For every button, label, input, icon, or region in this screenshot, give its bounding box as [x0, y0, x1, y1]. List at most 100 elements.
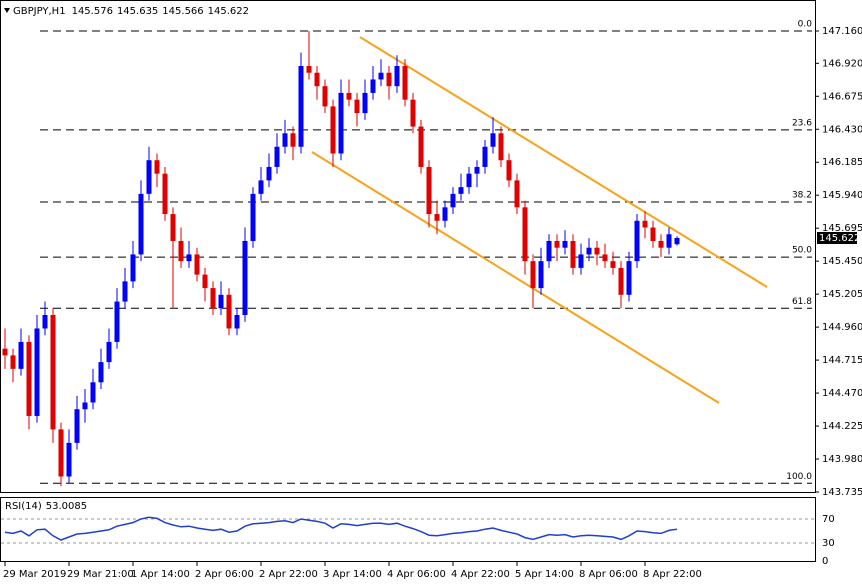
y-tick-label: 145.695 — [822, 223, 862, 234]
candle-body — [138, 193, 144, 255]
candle-body — [562, 240, 568, 248]
y-tick-label: 145.940 — [822, 190, 862, 201]
candle-body — [66, 442, 72, 477]
candle-body — [330, 106, 336, 154]
y-tick-label: 144.715 — [822, 355, 862, 366]
candle-body — [554, 240, 560, 248]
candle-body — [178, 240, 184, 262]
x-tick-label: 4 Apr 22:00 — [451, 569, 510, 580]
symbol: GBPJPY,H1 — [13, 6, 66, 17]
x-tick-label: 4 Apr 06:00 — [387, 569, 446, 580]
candle-body — [658, 240, 664, 248]
candle-body — [394, 65, 400, 87]
y-tick-label: 0 — [822, 556, 828, 567]
candle-body — [338, 92, 344, 154]
candle-body — [218, 294, 224, 309]
x-tick-label: 1 Apr 14:00 — [131, 569, 190, 580]
candle-body — [410, 99, 416, 127]
candle-body — [522, 207, 528, 262]
candle-body — [194, 254, 200, 275]
candle-body — [298, 65, 304, 147]
candle-body — [314, 72, 320, 87]
candle-body — [530, 261, 536, 289]
x-tick-label: 29 Mar 21:00 — [67, 569, 134, 580]
candle-body — [610, 261, 616, 268]
y-tick-label: 144.470 — [822, 388, 862, 399]
candle-body — [282, 133, 288, 147]
candle-body — [506, 160, 512, 181]
candle-body — [474, 166, 480, 174]
dropdown-icon[interactable] — [4, 8, 10, 13]
candle-body — [266, 166, 272, 181]
candle-body — [58, 429, 64, 477]
candle-body — [146, 160, 152, 194]
candle-body — [650, 227, 656, 241]
candle-body — [114, 301, 120, 342]
x-tick-label: 29 Mar 2019 — [3, 569, 66, 580]
fib-label: 23.6 — [792, 118, 812, 128]
candle-body — [466, 173, 472, 188]
candle-body — [594, 247, 600, 255]
candle-body — [570, 240, 576, 268]
x-tick-label: 2 Apr 22:00 — [259, 569, 318, 580]
candle-body — [450, 193, 456, 208]
fib-label: 61.8 — [792, 297, 812, 307]
x-tick-label: 3 Apr 14:00 — [323, 569, 382, 580]
last-low: 145.566 — [162, 6, 203, 17]
y-tick-label: 144.225 — [822, 421, 862, 432]
chart-header: GBPJPY,H1 145.576 145.635 145.566 145.622 — [13, 6, 249, 17]
candle-body — [234, 315, 240, 329]
last-open: 145.576 — [72, 6, 113, 17]
candle-body — [130, 254, 136, 282]
candle-body — [434, 214, 440, 221]
candle-body — [370, 79, 376, 93]
candle-body — [346, 92, 352, 100]
candle-body — [634, 220, 640, 262]
candle-body — [498, 133, 504, 161]
y-tick-label: 146.430 — [822, 124, 862, 135]
candle-body — [90, 382, 96, 403]
candle-body — [602, 254, 608, 262]
candle-body — [578, 254, 584, 268]
candle-body — [322, 86, 328, 107]
candle-body — [386, 72, 392, 87]
candle-body — [618, 267, 624, 295]
candle-body — [666, 234, 672, 248]
y-tick-label: 146.185 — [822, 157, 862, 168]
candle-body — [426, 166, 432, 215]
fib-label: 38.2 — [792, 190, 812, 200]
last-close: 145.622 — [208, 6, 249, 17]
candle-body — [490, 133, 496, 147]
candle-body — [82, 402, 88, 410]
channel-line — [311, 151, 720, 404]
candle-body — [514, 180, 520, 208]
candle-body — [354, 99, 360, 114]
channel-line — [359, 36, 768, 288]
candle-body — [2, 348, 8, 356]
candle-body — [290, 133, 296, 147]
candle-body — [50, 315, 56, 430]
candle-body — [362, 92, 368, 114]
rsi-name: RSI(14) — [5, 501, 42, 512]
candle-body — [98, 362, 104, 383]
x-tick-label: 2 Apr 06:00 — [195, 569, 254, 580]
y-tick-label: 145.205 — [822, 289, 862, 300]
price-tag-label: 145.622 — [819, 233, 860, 244]
y-tick-label: 143.980 — [822, 454, 862, 465]
x-tick-label: 8 Apr 22:00 — [643, 569, 702, 580]
candle-body — [226, 294, 232, 329]
candle-body — [306, 65, 312, 73]
candle-body — [458, 187, 464, 194]
price-panel — [0, 0, 816, 493]
price-tag — [817, 232, 857, 245]
candle-body — [274, 146, 280, 167]
candle-body — [242, 240, 248, 316]
candle-body — [250, 193, 256, 241]
candle-body — [378, 72, 384, 80]
candle-body — [642, 220, 648, 228]
candle-body — [186, 254, 192, 262]
candle-body — [202, 274, 208, 289]
candle-body — [442, 207, 448, 221]
candle-body — [538, 261, 544, 289]
rsi-header: RSI(14) 53.0085 — [5, 501, 87, 512]
